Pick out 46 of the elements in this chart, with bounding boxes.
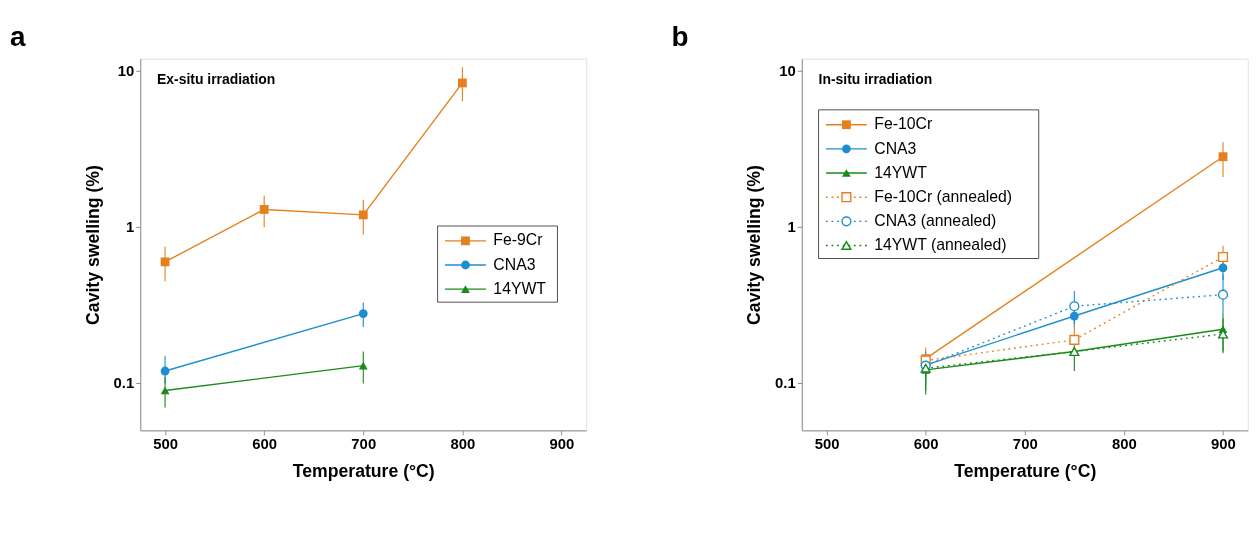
x-axis-title: Temperature (°C): [292, 461, 435, 482]
chart-title: a: [10, 20, 26, 52]
legend-label: 14YWT: [493, 279, 547, 297]
x-tick-label: 500: [153, 436, 178, 453]
legend-label: CNA3: [874, 139, 917, 157]
point: [160, 257, 170, 267]
y-tick-label: 1: [125, 219, 135, 236]
x-tick-label: 900: [549, 436, 575, 453]
point: [1217, 251, 1229, 263]
point: [160, 366, 170, 376]
y-tick-label: 1: [787, 219, 796, 236]
x-tick-label: 700: [1012, 436, 1038, 453]
x-tick-label: 700: [351, 436, 377, 453]
point: [259, 205, 269, 214]
x-tick-label: 500: [814, 436, 840, 453]
point: [1218, 152, 1228, 162]
legend-label: 14YWT: [874, 163, 928, 181]
point: [1069, 334, 1080, 345]
point: [358, 309, 368, 318]
y-tick-label: 10: [779, 63, 796, 80]
legend-label: Fe-9Cr: [493, 231, 543, 249]
x-tick-label: 900: [1211, 436, 1236, 453]
y-tick-label: 0.1: [775, 375, 796, 392]
point: [1069, 311, 1079, 321]
point: [457, 78, 467, 88]
x-tick-label: 600: [913, 436, 939, 453]
chart-title: b: [671, 20, 689, 52]
y-axis-title: Cavity swelling (%): [82, 165, 103, 325]
x-tick-label: 800: [450, 436, 476, 453]
legend-label: CNA3: [493, 255, 536, 273]
x-tick-label: 800: [1111, 436, 1137, 453]
legend-label: CNA3 (annealed): [874, 211, 997, 229]
y-tick-label: 10: [117, 63, 135, 80]
point: [1069, 301, 1080, 312]
legend-label: Fe-10Cr (annealed): [874, 187, 1012, 205]
annotation: In-situ irradiation: [818, 70, 933, 87]
legend-label: Fe-10Cr: [874, 115, 933, 133]
annotation: Ex-situ irradiation: [157, 70, 276, 87]
y-axis-title: Cavity swelling (%): [744, 165, 765, 325]
point: [358, 210, 368, 220]
x-tick-label: 600: [252, 436, 278, 453]
point: [1218, 263, 1228, 273]
legend-label: 14YWT (annealed): [874, 236, 1007, 254]
y-tick-label: 0.1: [113, 375, 135, 392]
point: [1217, 289, 1229, 300]
x-axis-title: Temperature (°C): [954, 461, 1097, 482]
